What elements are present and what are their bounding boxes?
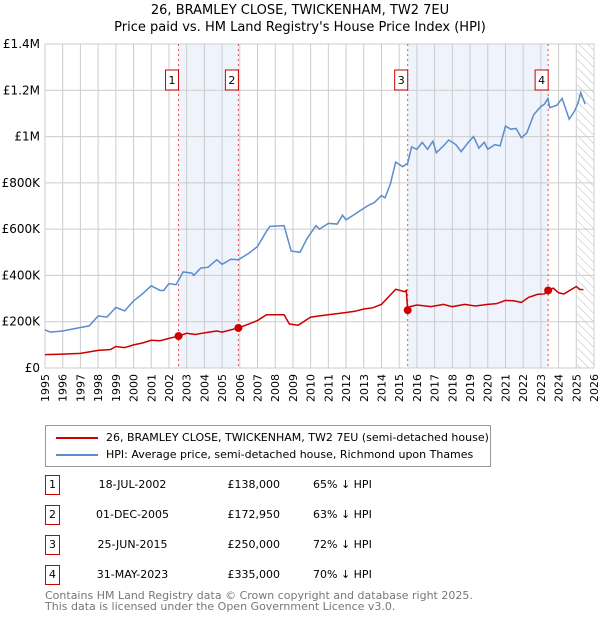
sale-point (544, 286, 553, 295)
sale-row: 4 31-MAY-2023 £335,000 70% ↓ HPI (45, 565, 495, 585)
sale-number: 2 (45, 505, 60, 525)
x-tick-label: 2026 (588, 374, 600, 402)
sale-marker-label: 2 (228, 74, 235, 87)
x-tick-label: 2019 (464, 374, 477, 402)
x-tick-label: 1995 (39, 374, 52, 402)
y-tick-label: £1M (14, 130, 40, 144)
sale-marker-label: 4 (538, 74, 545, 87)
projection-hatch (577, 44, 594, 368)
chart-title: 26, BRAMLEY CLOSE, TWICKENHAM, TW2 7EU (150, 3, 450, 18)
x-tick-label: 2002 (163, 374, 176, 402)
shaded-period (407, 44, 549, 368)
x-tick-label: 2023 (535, 374, 548, 402)
sale-marker-box (394, 69, 409, 91)
y-tick-label: £1.2M (3, 83, 40, 97)
x-tick-label: 2005 (216, 374, 229, 402)
y-tick-label: £600K (2, 222, 42, 236)
x-tick-label: 1999 (110, 374, 123, 402)
series-line-hpi (44, 90, 586, 333)
sale-number: 4 (45, 565, 60, 585)
plot-frame (44, 43, 595, 369)
sale-date: 01-DEC-2005 (95, 508, 170, 521)
legend-label: HPI: Average price, semi-detached house,… (106, 448, 474, 461)
x-tick-label: 2010 (305, 374, 318, 402)
sale-point (174, 332, 183, 341)
sale-price: £172,950 (227, 508, 281, 521)
y-tick-label: £800K (2, 176, 42, 190)
legend-item-property: 26, BRAMLEY CLOSE, TWICKENHAM, TW2 7EU (… (56, 431, 489, 444)
x-tick-label: 1996 (57, 374, 70, 402)
sale-hpi-diff: 72% ↓ HPI (313, 538, 372, 551)
sale-marker-label: 3 (398, 74, 405, 87)
x-tick-label: 2000 (128, 374, 141, 402)
sale-date: 31-MAY-2023 (96, 568, 169, 581)
y-tick-label: £1.4M (3, 37, 40, 51)
x-tick-label: 2007 (252, 374, 265, 402)
footer-line: This data is licensed under the Open Gov… (45, 600, 396, 613)
sale-number: 1 (45, 475, 60, 495)
x-tick-label: 2003 (181, 374, 194, 402)
x-tick-label: 2006 (234, 374, 247, 402)
x-tick-label: 2020 (482, 374, 495, 402)
sale-marker-box (224, 69, 239, 91)
sale-hpi-diff: 65% ↓ HPI (313, 478, 372, 491)
sale-point (403, 306, 412, 315)
legend-swatch-property (56, 436, 98, 439)
sale-marker-label: 1 (169, 74, 176, 87)
x-tick-label: 2014 (375, 374, 388, 402)
sale-price: £335,000 (227, 568, 281, 581)
sale-price: £250,000 (227, 538, 281, 551)
sale-number: 3 (45, 535, 60, 555)
x-tick-label: 2025 (570, 374, 583, 402)
x-tick-label: 2017 (429, 374, 442, 402)
legend-swatch-hpi (56, 453, 98, 456)
series-line-property (44, 285, 584, 356)
x-tick-label: 2008 (269, 374, 282, 402)
chart-subtitle: Price paid vs. HM Land Registry's House … (114, 20, 486, 35)
x-tick-label: 2001 (145, 374, 158, 402)
x-tick-label: 2024 (553, 374, 566, 402)
x-tick-label: 2012 (340, 374, 353, 402)
sale-hpi-diff: 63% ↓ HPI (313, 508, 372, 521)
sale-point (234, 323, 243, 332)
x-tick-label: 2021 (499, 374, 512, 402)
sale-price: £138,000 (227, 478, 281, 491)
x-tick-label: 2004 (198, 374, 211, 402)
sale-row: 2 01-DEC-2005 £172,950 63% ↓ HPI (45, 505, 495, 525)
x-tick-label: 2009 (287, 374, 300, 402)
price-chart: 1995 1996 1997 1998 1999 2000 2001 2002 2003 2004… (2, 37, 600, 402)
legend-item-hpi: HPI: Average price, semi-detached house,… (56, 448, 473, 461)
sale-marker-box (165, 69, 180, 91)
x-tick-label: 1998 (92, 374, 105, 402)
y-tick-label: £400K (2, 268, 42, 282)
sale-row: 3 25-JUN-2015 £250,000 72% ↓ HPI (45, 535, 495, 555)
legend-label: 26, BRAMLEY CLOSE, TWICKENHAM, TW2 7EU (… (106, 431, 489, 444)
x-tick-label: 2013 (358, 374, 371, 402)
x-tick-label: 2015 (393, 374, 406, 402)
shaded-period (178, 44, 239, 368)
sale-marker-box (534, 69, 549, 91)
sale-date: 18-JUL-2002 (98, 478, 167, 491)
sale-date: 25-JUN-2015 (97, 538, 168, 551)
x-tick-label: 2016 (411, 374, 424, 402)
x-tick-label: 2018 (446, 374, 459, 402)
y-tick-label: £200K (2, 315, 42, 329)
sale-hpi-diff: 70% ↓ HPI (313, 568, 372, 581)
footer: Contains HM Land Registry data © Crown c… (45, 590, 473, 612)
footer-line: Contains HM Land Registry data © Crown c… (45, 589, 473, 602)
x-tick-label: 2011 (322, 374, 335, 402)
x-tick-label: 2022 (517, 374, 530, 402)
x-tick-label: 1997 (74, 374, 87, 402)
legend: 26, BRAMLEY CLOSE, TWICKENHAM, TW2 7EU (… (45, 425, 491, 467)
sale-row: 1 18-JUL-2002 £138,000 65% ↓ HPI (45, 475, 495, 495)
y-tick-label: £0 (25, 361, 40, 375)
